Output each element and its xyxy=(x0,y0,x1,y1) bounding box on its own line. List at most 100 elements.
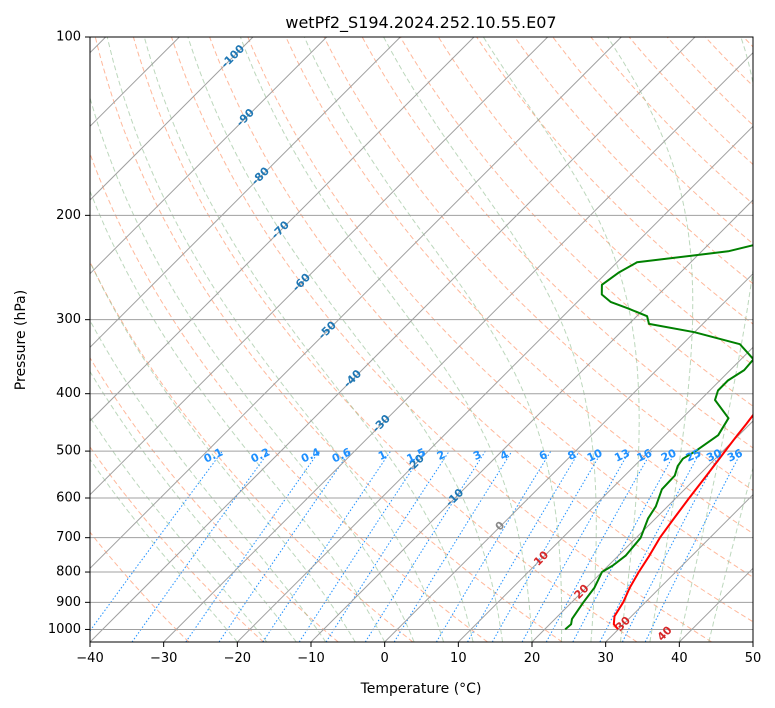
mixing-ratio-line xyxy=(262,450,392,642)
mixing-ratio-line xyxy=(621,450,722,642)
dry-adiabat-line xyxy=(399,37,753,407)
dry-adiabat-line xyxy=(590,37,753,205)
isotherm-label: 30 xyxy=(613,614,633,634)
x-axis-label: Temperature (°C) xyxy=(360,681,482,697)
isotherms xyxy=(90,37,753,642)
dry-adiabat-line xyxy=(90,260,414,642)
dry-adiabat-line xyxy=(437,37,753,366)
dry-adiabat-line xyxy=(171,37,712,642)
dry-adiabat-line xyxy=(90,531,190,642)
moist-adiabat-line xyxy=(303,37,563,642)
mixing-ratio-label: 36 xyxy=(725,446,745,464)
x-tick-label: 40 xyxy=(671,651,688,666)
moist-adiabat-line xyxy=(482,37,640,642)
moist-adiabat-line xyxy=(678,37,753,642)
dry-adiabat-line xyxy=(323,37,753,491)
isotherm-label: 40 xyxy=(655,623,675,643)
y-tick-label: 800 xyxy=(56,565,81,580)
isotherm-line xyxy=(163,51,753,642)
plot-frame xyxy=(89,36,754,643)
mixing-ratio-label: 30 xyxy=(704,446,724,464)
y-tick-label: 600 xyxy=(56,491,81,506)
y-tick-label: 400 xyxy=(56,386,81,401)
pressure-gridlines xyxy=(90,37,753,630)
moist-adiabat-line xyxy=(90,416,268,642)
isotherm-label: -60 xyxy=(290,271,313,294)
dry-adiabat-line xyxy=(552,37,753,245)
isotherm-line xyxy=(236,125,753,642)
moist-adiabat-line xyxy=(90,319,327,642)
moist-adiabat-line xyxy=(239,37,533,642)
mixing-ratio-label: 25 xyxy=(684,446,703,464)
dry-adiabats xyxy=(90,37,753,642)
dry-adiabat-line xyxy=(90,356,339,642)
mixing-ratio-label: 20 xyxy=(659,446,679,464)
x-tick-label: 20 xyxy=(524,651,541,666)
isotherm-line xyxy=(531,420,753,642)
x-tick-label: −10 xyxy=(297,651,324,666)
dry-adiabat-line xyxy=(94,37,563,642)
y-tick-label: 200 xyxy=(56,208,81,223)
x-tick-label: −30 xyxy=(150,651,177,666)
moist-adiabat-line xyxy=(708,466,753,642)
isotherm-label: 10 xyxy=(531,548,551,568)
x-tick-label: −20 xyxy=(224,651,251,666)
mixing-ratio-line xyxy=(393,450,513,642)
x-tick-label: 0 xyxy=(381,651,389,666)
x-tick-label: 50 xyxy=(745,651,762,666)
mixing-ratio-line xyxy=(545,450,653,642)
isotherm-line xyxy=(90,37,696,642)
moist-adiabat-line xyxy=(143,37,474,642)
moist-adiabats xyxy=(90,37,753,642)
y-tick-label: 900 xyxy=(56,595,81,610)
mixing-ratio-line xyxy=(521,450,630,642)
mixing-ratio-line xyxy=(90,450,223,632)
mixing-ratio-line xyxy=(364,450,486,642)
mixing-ratio-label: 13 xyxy=(612,446,631,464)
x-tick-label: −40 xyxy=(76,651,103,666)
mixing-ratio-lines xyxy=(90,450,743,642)
mixing-ratio-label: 0.4 xyxy=(299,445,322,465)
y-tick-label: 100 xyxy=(56,30,81,45)
moist-adiabat-line xyxy=(90,260,356,642)
chart-title: wetPf2_S194.2024.252.10.55.E07 xyxy=(285,13,556,33)
isotherm-line xyxy=(678,567,753,642)
mixing-ratio-label: 0.2 xyxy=(249,446,272,466)
mixing-ratio-line xyxy=(599,450,701,642)
moist-adiabat-line xyxy=(106,37,445,642)
mixing-ratio-line xyxy=(491,450,603,642)
mixing-ratio-line xyxy=(131,450,270,642)
temperature-profile-line xyxy=(612,413,753,631)
dewpoint-profile-line xyxy=(564,244,753,631)
mixing-ratio-label: 3 xyxy=(471,448,483,463)
mixing-ratio-label: 10 xyxy=(585,446,605,464)
mixing-ratio-label: 1 xyxy=(376,448,388,463)
dry-adiabat-line xyxy=(476,37,753,325)
isotherm-line xyxy=(90,37,622,570)
isotherm-line xyxy=(90,37,475,422)
dry-adiabat-line xyxy=(209,37,753,623)
dry-adiabat-line xyxy=(743,37,753,48)
mixing-ratio-line xyxy=(218,450,351,642)
dry-adiabat-line xyxy=(704,37,753,87)
y-tick-label: 300 xyxy=(56,312,81,327)
moist-adiabat-line xyxy=(383,37,597,642)
mixing-ratio-line xyxy=(325,450,450,642)
isotherm-line xyxy=(457,346,753,642)
moist-adiabat-line xyxy=(90,189,386,642)
dry-adiabat-line xyxy=(90,152,488,642)
isotherm-line xyxy=(90,37,254,201)
mixing-ratio-line xyxy=(644,450,743,642)
y-axis-ticks: 100 200 300 400 500 600 700 800 900 1000 xyxy=(48,30,90,637)
x-tick-label: 10 xyxy=(450,651,467,666)
moist-adiabat-line xyxy=(607,37,694,642)
mixing-ratio-label: 4 xyxy=(498,448,511,463)
mixing-ratio-line xyxy=(298,450,425,642)
isotherm-line xyxy=(384,272,753,642)
y-tick-label: 500 xyxy=(56,444,81,459)
mixing-ratio-line xyxy=(467,450,580,642)
isotherm-line xyxy=(90,37,401,349)
